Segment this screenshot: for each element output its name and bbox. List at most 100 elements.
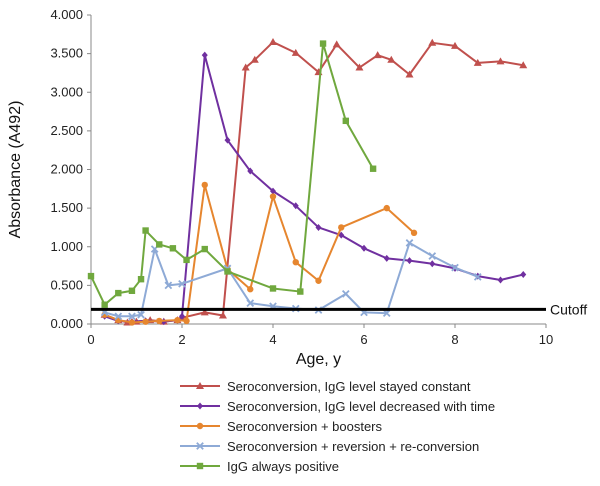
data-point	[332, 40, 341, 48]
x-tick-label: 2	[178, 332, 185, 347]
data-point	[179, 312, 185, 320]
data-point	[183, 317, 190, 325]
legend-label: Seroconversion, IgG level stayed constan…	[227, 379, 471, 394]
data-point	[270, 187, 276, 195]
data-point	[137, 310, 145, 319]
data-point	[218, 311, 227, 319]
y-tick-label: 2.000	[50, 162, 83, 177]
data-point	[292, 259, 299, 266]
legend-item: Seroconversion, IgG level stayed constan…	[180, 379, 471, 394]
cutoff-label: Cutoff	[550, 301, 587, 317]
series-2	[101, 51, 527, 326]
y-tick-label: 0.000	[50, 316, 83, 331]
legend-item: IgG always positive	[180, 459, 339, 474]
data-point	[156, 241, 163, 248]
y-tick-label: 3.000	[50, 84, 83, 99]
data-point	[519, 61, 528, 69]
data-point	[497, 276, 504, 284]
data-point	[115, 289, 122, 297]
data-point	[183, 256, 190, 264]
data-point	[315, 223, 322, 231]
data-point	[342, 117, 349, 125]
data-point	[201, 181, 208, 189]
data-point	[269, 38, 277, 46]
data-point	[382, 309, 391, 318]
data-point	[496, 57, 505, 65]
axes: 0 2 4 6 8 10 0.000 0.500 1.000 1.500 2.000 2.500 3.…	[50, 7, 553, 347]
y-tick-label: 1.000	[50, 239, 83, 254]
data-point	[428, 38, 437, 46]
data-point	[101, 301, 108, 308]
data-point	[429, 260, 436, 268]
data-point	[369, 165, 377, 172]
data-point	[142, 318, 149, 325]
data-point	[451, 263, 459, 272]
data-point	[319, 40, 327, 47]
data-point	[128, 287, 136, 294]
data-point	[520, 271, 527, 279]
legend-swatch-marker	[197, 402, 203, 410]
data-point	[247, 286, 254, 293]
y-tick-label: 3.500	[50, 46, 83, 61]
data-point	[410, 229, 418, 237]
data-point	[406, 257, 413, 265]
data-point	[224, 136, 231, 144]
x-tick-label: 6	[360, 332, 367, 347]
legend-swatch-marker	[196, 382, 204, 389]
legend-label: IgG always positive	[227, 459, 339, 474]
series-4	[100, 239, 482, 321]
data-point	[473, 273, 482, 281]
series-5	[87, 40, 377, 308]
data-point	[355, 63, 364, 71]
data-point	[164, 281, 173, 290]
data-point	[292, 202, 299, 210]
y-tick-label: 0.500	[50, 277, 83, 292]
series-1	[100, 38, 528, 326]
data-point	[224, 268, 231, 275]
data-point	[473, 58, 482, 66]
data-point	[142, 227, 149, 234]
data-point	[87, 272, 95, 280]
legend-item: Seroconversion + boosters	[180, 419, 383, 434]
data-point	[241, 63, 250, 71]
data-point	[201, 51, 208, 59]
data-point	[114, 312, 123, 321]
data-point	[291, 48, 300, 56]
data-point	[361, 244, 367, 252]
y-tick-label: 4.000	[50, 7, 83, 22]
legend-item: Seroconversion, IgG level decreased with…	[180, 399, 495, 414]
data-point	[269, 193, 277, 200]
data-point	[428, 252, 437, 260]
data-point	[269, 285, 277, 292]
data-point	[383, 254, 390, 262]
data-point	[169, 245, 177, 252]
data-point	[178, 279, 186, 288]
data-point	[250, 55, 259, 63]
legend-swatch-marker	[196, 442, 204, 450]
legend-item: Seroconversion + reversion + re-conversi…	[180, 439, 479, 454]
data-point	[128, 312, 136, 321]
data-point	[201, 245, 208, 253]
data-point	[451, 41, 459, 49]
data-point	[373, 51, 382, 59]
data-point	[341, 290, 350, 298]
data-point	[246, 299, 255, 307]
y-axis-title: Absorbance (A492)	[7, 101, 24, 239]
data-point	[174, 316, 181, 324]
data-point	[137, 275, 145, 283]
series-line	[104, 183, 415, 324]
x-tick-label: 10	[539, 332, 553, 347]
legend-label: Seroconversion, IgG level decreased with…	[227, 399, 495, 414]
x-tick-label: 0	[87, 332, 94, 347]
legend-swatch-marker	[196, 422, 204, 430]
x-tick-label: 8	[451, 332, 458, 347]
legend-label: Seroconversion + reversion + re-conversi…	[227, 439, 479, 454]
cutoff-layer: Cutoff	[91, 301, 587, 317]
legend-label: Seroconversion + boosters	[227, 419, 383, 434]
series-layer	[87, 38, 528, 326]
data-point	[405, 239, 414, 247]
data-point	[338, 224, 345, 231]
data-point	[383, 204, 390, 212]
data-point	[405, 70, 414, 78]
data-point	[387, 55, 396, 63]
